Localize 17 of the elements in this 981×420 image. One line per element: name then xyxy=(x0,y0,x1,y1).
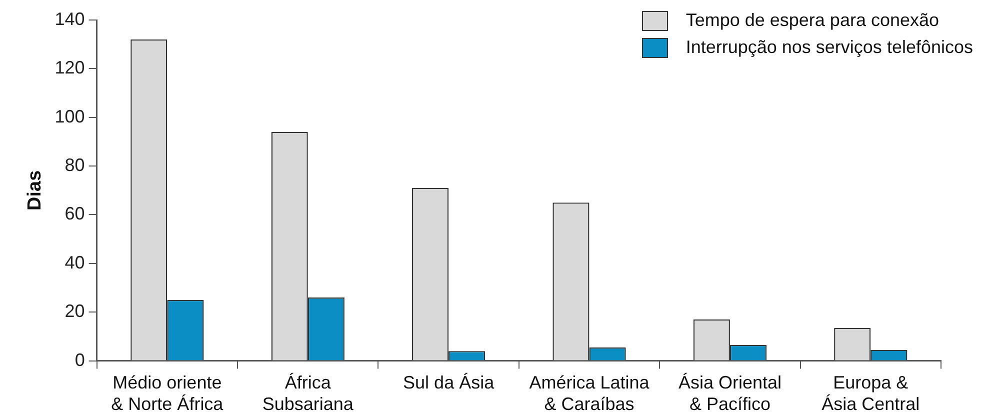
y-tick-label: 40 xyxy=(64,252,85,272)
x-tick-label: África Subsariana xyxy=(262,372,354,414)
x-tick-label: Médio oriente & Norte África xyxy=(111,372,224,414)
y-tick-label: 0 xyxy=(74,350,85,370)
y-tick-label: 100 xyxy=(54,106,85,126)
y-tick-label: 120 xyxy=(54,58,85,78)
y-tick-label: 80 xyxy=(64,155,85,176)
y-axis-title: Dias xyxy=(24,170,46,210)
y-tick-label: 140 xyxy=(54,8,85,29)
legend-label: Interrupção nos serviços telefônicos xyxy=(686,37,973,58)
x-tick-label: Europa & Ásia Central xyxy=(822,372,920,414)
x-tick-label: Sul da Ásia xyxy=(403,372,496,393)
y-tick-label: 20 xyxy=(64,301,85,322)
y-tick-label: 60 xyxy=(64,204,85,224)
x-tick-label: América Latina & Caraíbas xyxy=(529,372,650,414)
x-tick-label: Ásia Oriental & Pacífico xyxy=(678,372,782,414)
legend-label: Tempo de espera para conexão xyxy=(686,10,940,31)
